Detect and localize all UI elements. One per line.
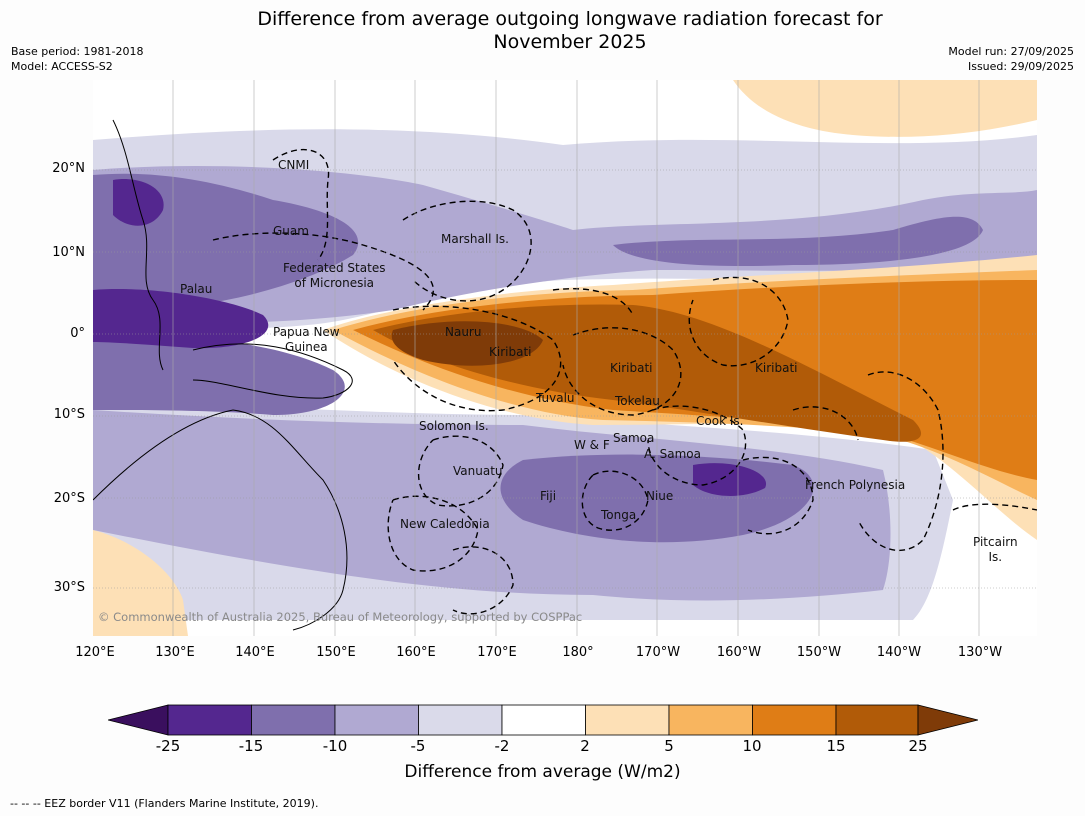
colorbar-tick-5: -2: [494, 737, 510, 755]
title-line-2: November 2025: [493, 31, 647, 53]
pos-anomaly-darkest: [391, 321, 543, 366]
map-canvas: [93, 80, 1037, 636]
label-tuvalu: Tuvalu: [536, 391, 575, 405]
lat-label-20s: 20°S: [53, 491, 85, 506]
colorbar-tick-4: -5: [410, 737, 426, 755]
label-nauru: Nauru: [445, 325, 482, 339]
lon-label-140e: 140°E: [235, 645, 275, 660]
colorbar-tick-9: 15: [826, 737, 846, 755]
lon-label-170e: 170°E: [477, 645, 517, 660]
lat-label-20n: 20°N: [52, 161, 85, 176]
eez-borders: [212, 149, 1037, 615]
label-tokelau: Tokelau: [615, 394, 660, 408]
colorbar-tick-10: 25: [908, 737, 928, 755]
label-solomon-islands: Solomon Is.: [419, 419, 489, 433]
colorbar-swatch-2: [251, 704, 336, 736]
lat-label-0: 0°: [70, 326, 85, 341]
meta-left: Base period: 1981-2018 Model: ACCESS-S2: [11, 44, 143, 74]
lon-label-130e: 130°E: [155, 645, 195, 660]
label-wallis-futuna: W & F: [574, 438, 610, 452]
colorbar-tick-7: 5: [664, 737, 674, 755]
coastline-new-guinea: [192, 343, 353, 399]
colorbar-tick-2: -15: [238, 737, 264, 755]
label-cook-islands: Cook Is.: [696, 414, 744, 428]
label-palau: Palau: [180, 282, 213, 296]
lon-label-150w: 150°W: [796, 645, 842, 660]
colorbar-swatch-5: [501, 704, 586, 736]
label-kiribati-east: Kiribati: [755, 361, 798, 375]
colorbar-swatch-over: [917, 704, 978, 736]
lat-label-10s: 10°S: [53, 407, 85, 422]
label-niue: Niue: [646, 489, 674, 503]
label-french-polynesia: French Polynesia: [805, 478, 906, 492]
neg-anomaly-dark-east: [613, 216, 983, 266]
label-new-caledonia: New Caledonia: [400, 517, 490, 531]
label-kiribati-central: Kiribati: [610, 361, 653, 375]
title-line-1: Difference from average outgoing longwav…: [257, 8, 883, 30]
lon-label-180: 180°: [562, 645, 594, 660]
label-guam: Guam: [273, 224, 309, 238]
lat-label-10n: 10°N: [52, 245, 85, 260]
lon-label-150e: 150°E: [316, 645, 356, 660]
lon-label-140w: 140°W: [876, 645, 922, 660]
colorbar-tick-1: -25: [155, 737, 181, 755]
pos-anomaly-light-north: [733, 80, 1037, 137]
label-vanuatu: Vanuatu: [453, 464, 503, 478]
base-period: Base period: 1981-2018: [11, 45, 144, 58]
neg-anomaly-darkest: [93, 289, 269, 349]
colorbar-swatch-4: [418, 704, 503, 736]
colorbar-swatch-6: [585, 704, 670, 736]
label-kiribati-west: Kiribati: [489, 345, 532, 359]
label-fsm: Federated States of Micronesia: [283, 261, 386, 290]
map-panel[interactable]: CNMI Guam Federated States of Micronesia…: [93, 80, 1037, 636]
colorbar-tick-6: 2: [580, 737, 590, 755]
model-name: Model: ACCESS-S2: [11, 60, 113, 73]
label-tonga: Tonga: [601, 508, 637, 522]
colorbar-tick-8: 10: [742, 737, 762, 755]
label-papua-new-guinea: Papua New Guinea: [273, 325, 340, 354]
coastline-australia: [93, 409, 348, 631]
copyright-notice: © Commonwealth of Australia 2025, Bureau…: [98, 610, 583, 624]
meta-right: Model run: 27/09/2025 Issued: 29/09/2025: [948, 44, 1074, 74]
pos-anomaly-light-sw: [93, 530, 188, 636]
colorbar-swatch-7: [668, 704, 753, 736]
lon-label-160e: 160°E: [396, 645, 436, 660]
label-marshall-islands: Marshall Is.: [441, 232, 509, 246]
colorbar-tick-3: -10: [322, 737, 348, 755]
colorbar-swatch-1: [167, 704, 252, 736]
lon-label-170w: 170°W: [635, 645, 681, 660]
neg-anomaly-darkest-south: [693, 463, 767, 496]
meridians: [172, 80, 980, 636]
neg-anomaly-mid: [93, 165, 1037, 323]
colorbar-swatch-under: [108, 704, 169, 736]
eez-footnote: -- -- -- EEZ border V11 (Flanders Marine…: [10, 797, 319, 810]
label-fiji: Fiji: [540, 489, 557, 503]
lon-label-130w: 130°W: [957, 645, 1003, 660]
lat-label-30s: 30°S: [53, 580, 85, 595]
map-title: Difference from average outgoing longwav…: [0, 8, 1085, 54]
label-american-samoa: A. Samoa: [644, 447, 701, 461]
label-pitcairn-islands: Pitcairn Is.: [973, 535, 1018, 564]
colorbar-swatch-9: [835, 704, 919, 736]
colorbar: [108, 704, 978, 736]
colorbar-label: Difference from average (W/m2): [404, 762, 681, 782]
lon-label-160w: 160°W: [716, 645, 762, 660]
lon-label-120e: 120°E: [75, 645, 115, 660]
issued-date: Issued: 29/09/2025: [967, 60, 1074, 73]
colorbar-swatch-3: [334, 704, 419, 736]
colorbar-swatch-8: [752, 704, 837, 736]
coastline-philippines: [112, 119, 164, 371]
graticule: [93, 169, 1037, 589]
model-run: Model run: 27/09/2025: [948, 45, 1074, 58]
label-cnmi: CNMI: [278, 158, 310, 172]
label-samoa: Samoa: [613, 431, 655, 445]
